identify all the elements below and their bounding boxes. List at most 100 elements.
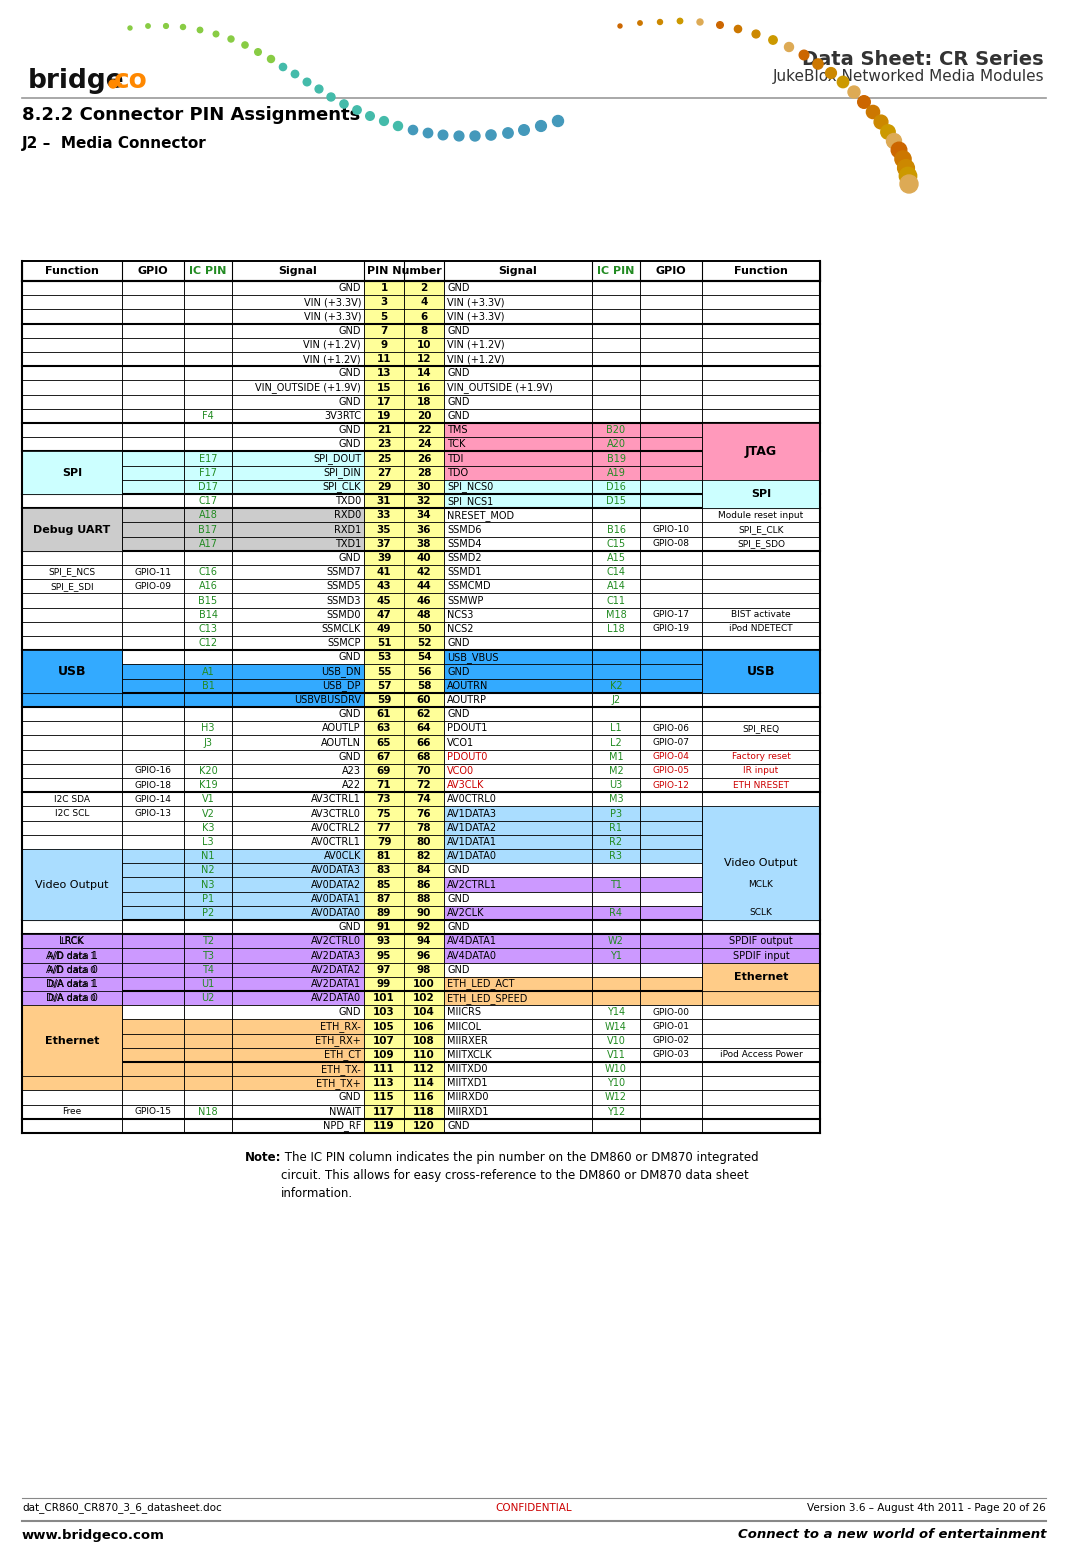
Bar <box>592 310 640 324</box>
Bar <box>444 1077 592 1091</box>
Bar <box>232 736 364 750</box>
Text: SPI_E_CLK: SPI_E_CLK <box>738 524 784 534</box>
Bar <box>444 622 592 636</box>
Circle shape <box>677 19 682 23</box>
Bar <box>592 423 640 437</box>
Bar <box>364 778 404 792</box>
Text: IC PIN: IC PIN <box>597 266 634 275</box>
Bar <box>232 1047 364 1063</box>
Text: 33: 33 <box>377 510 391 520</box>
Text: 29: 29 <box>377 482 391 492</box>
Text: SPI: SPI <box>751 489 771 499</box>
Bar <box>22 1063 122 1077</box>
Bar <box>122 1119 184 1133</box>
Bar <box>640 1119 702 1133</box>
Text: 20: 20 <box>417 411 431 422</box>
Text: U2: U2 <box>201 993 215 1004</box>
Bar <box>444 1005 592 1019</box>
Text: 71: 71 <box>377 780 391 790</box>
Bar <box>232 850 364 864</box>
Bar <box>640 437 702 451</box>
Bar <box>184 836 232 850</box>
Text: GND: GND <box>447 1120 470 1131</box>
Bar <box>702 1063 820 1077</box>
Text: AV2DATA2: AV2DATA2 <box>311 965 361 974</box>
Bar <box>702 977 820 991</box>
Bar <box>404 850 444 864</box>
Text: VIN_OUTSIDE (+1.9V): VIN_OUTSIDE (+1.9V) <box>255 383 361 394</box>
Text: A15: A15 <box>607 552 626 563</box>
Bar <box>22 736 122 750</box>
Text: Function: Function <box>45 266 99 275</box>
Text: 35: 35 <box>377 524 391 535</box>
Text: AOUTRP: AOUTRP <box>447 696 487 705</box>
Bar <box>122 395 184 409</box>
Bar <box>22 338 122 352</box>
Bar <box>640 1005 702 1019</box>
Text: MIITXD0: MIITXD0 <box>447 1064 487 1074</box>
Bar <box>364 820 404 836</box>
Bar <box>22 963 122 977</box>
Bar <box>702 678 820 692</box>
Bar <box>364 750 404 764</box>
Bar <box>592 836 640 850</box>
Text: Note:: Note: <box>245 1151 282 1164</box>
Text: GND: GND <box>447 325 470 336</box>
Circle shape <box>146 23 151 28</box>
Circle shape <box>813 59 823 68</box>
Text: GND: GND <box>447 666 470 677</box>
Bar <box>364 1105 404 1119</box>
Text: SSMD7: SSMD7 <box>327 566 361 577</box>
Text: MIITXCLK: MIITXCLK <box>447 1050 491 1060</box>
Text: 48: 48 <box>417 610 431 619</box>
Bar <box>232 650 364 664</box>
Text: I2C SDA: I2C SDA <box>54 795 90 804</box>
Bar <box>592 395 640 409</box>
Bar <box>184 736 232 750</box>
Text: U1: U1 <box>202 979 215 990</box>
Bar <box>640 836 702 850</box>
Bar <box>22 906 122 920</box>
Bar <box>22 664 122 678</box>
Bar <box>184 296 232 310</box>
Text: SSMD1: SSMD1 <box>447 566 482 577</box>
Circle shape <box>438 131 447 140</box>
Text: P1: P1 <box>202 893 214 904</box>
Bar <box>640 338 702 352</box>
Text: SCLK: SCLK <box>750 909 772 918</box>
Bar <box>232 963 364 977</box>
Bar <box>592 380 640 395</box>
Text: 66: 66 <box>417 738 431 747</box>
Bar <box>184 977 232 991</box>
Bar <box>22 409 122 423</box>
Bar <box>122 465 184 479</box>
Bar <box>364 310 404 324</box>
Text: B16: B16 <box>607 524 626 535</box>
Bar <box>444 1063 592 1077</box>
Text: LRCK: LRCK <box>61 937 83 946</box>
Bar <box>702 850 820 864</box>
Circle shape <box>280 64 286 70</box>
Bar <box>592 736 640 750</box>
Bar <box>640 792 702 806</box>
Bar <box>364 806 404 820</box>
Bar <box>702 451 820 465</box>
Text: Function: Function <box>734 266 788 275</box>
Bar <box>702 409 820 423</box>
Bar <box>122 593 184 607</box>
Bar <box>444 395 592 409</box>
Bar <box>232 750 364 764</box>
Text: 112: 112 <box>413 1064 435 1074</box>
Bar <box>444 1019 592 1033</box>
Bar <box>232 977 364 991</box>
Text: M18: M18 <box>606 610 626 619</box>
Bar <box>232 366 364 380</box>
Bar <box>232 565 364 579</box>
Bar <box>404 423 444 437</box>
Bar <box>122 792 184 806</box>
Bar <box>444 678 592 692</box>
Text: 37: 37 <box>377 538 391 549</box>
Bar <box>122 991 184 1005</box>
Text: GND: GND <box>339 752 361 762</box>
Bar <box>364 509 404 523</box>
